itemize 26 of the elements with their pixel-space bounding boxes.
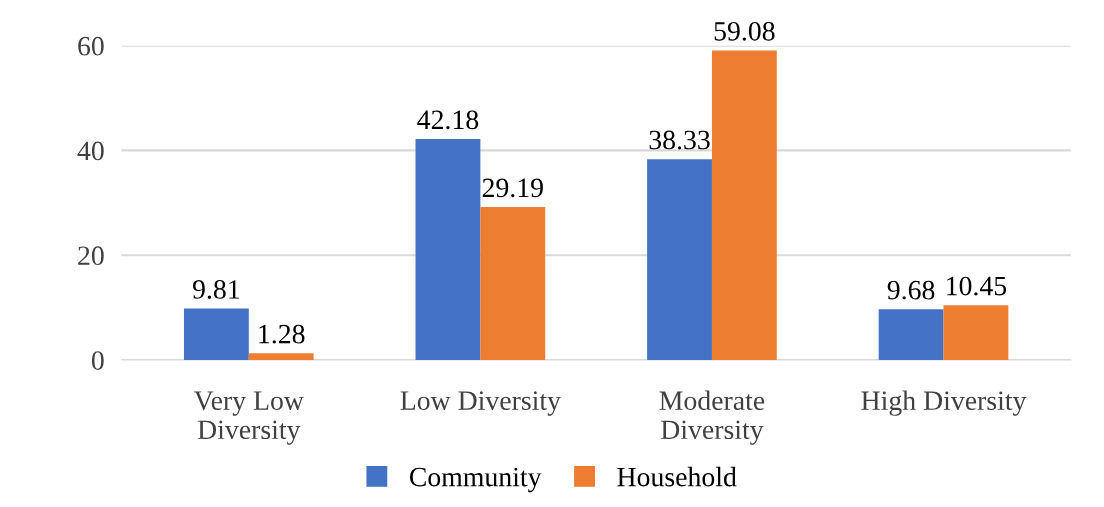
data-label: 10.45 bbox=[947, 276, 1007, 296]
bar bbox=[943, 305, 1009, 360]
y-tick-label: 60 bbox=[78, 36, 104, 56]
bar bbox=[647, 159, 712, 360]
x-tick-label: Very Low Diversity bbox=[193, 391, 304, 445]
bar bbox=[480, 207, 546, 360]
data-label: 9.81 bbox=[192, 280, 240, 299]
bar bbox=[711, 50, 777, 360]
data-label: 29.19 bbox=[482, 178, 543, 198]
x-tick-label: Low Diversity bbox=[400, 391, 561, 416]
data-label: 9.68 bbox=[887, 280, 935, 300]
legend-label: Community bbox=[409, 467, 542, 493]
data-label: 59.08 bbox=[714, 21, 775, 41]
data-label: 38.33 bbox=[649, 130, 710, 150]
data-label: 1.28 bbox=[259, 324, 305, 344]
y-tick-label: 40 bbox=[77, 141, 104, 161]
y-tick-label: 0 bbox=[91, 351, 104, 370]
bar bbox=[878, 309, 944, 360]
x-tick-label: High Diversity bbox=[861, 390, 1027, 416]
bar bbox=[415, 138, 481, 360]
bar bbox=[248, 353, 314, 360]
data-label: 42.18 bbox=[417, 110, 479, 130]
bar bbox=[183, 308, 249, 360]
y-tick-label: 20 bbox=[78, 246, 104, 266]
x-tick-label: Moderate Diversity bbox=[659, 390, 765, 445]
legend-label: Household bbox=[617, 466, 737, 487]
